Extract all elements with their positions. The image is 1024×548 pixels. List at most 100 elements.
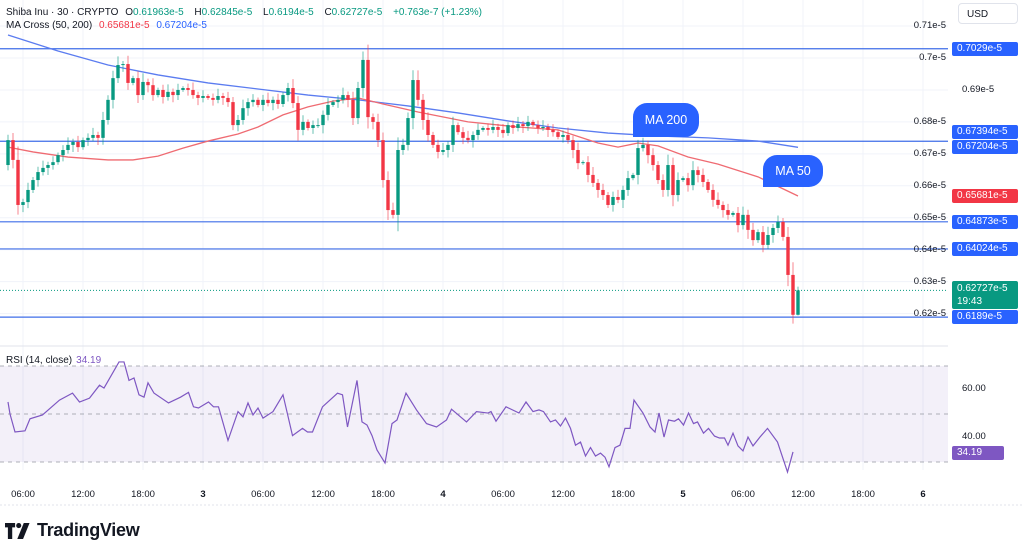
candle xyxy=(286,82,290,102)
candle xyxy=(756,229,760,243)
candle xyxy=(56,152,60,165)
symbol-legend: Shiba Inu · 30 · CRYPTO O0.61963e-5 H0.6… xyxy=(6,7,483,18)
candle-body xyxy=(31,180,35,190)
level-price-badge: 0.7029e-5 xyxy=(952,41,1018,56)
candle-body xyxy=(231,102,235,126)
candle-body xyxy=(551,129,555,133)
candle-body xyxy=(566,134,570,141)
candle-body xyxy=(666,165,670,190)
tradingview-logo[interactable]: TradingView xyxy=(5,520,140,541)
rsi-tick-label: 60.00 xyxy=(962,383,986,394)
candle-body xyxy=(241,108,245,120)
badge-price: 0.64024e-5 xyxy=(957,242,1008,254)
candle xyxy=(246,98,250,116)
candle xyxy=(61,145,65,162)
candle xyxy=(726,203,730,220)
candle-body xyxy=(746,214,750,230)
candle-body xyxy=(466,137,470,141)
candle xyxy=(71,138,75,153)
candle-body xyxy=(456,125,460,133)
candle xyxy=(736,206,740,233)
candle xyxy=(686,172,690,192)
candle-body xyxy=(736,212,740,226)
candle xyxy=(416,70,420,106)
candle xyxy=(36,166,40,187)
candle xyxy=(376,113,380,147)
candle-body xyxy=(416,80,420,100)
candle-body xyxy=(226,97,230,103)
rsi-legend[interactable]: RSI (14, close) 34.19 xyxy=(6,355,101,366)
candle-body xyxy=(606,195,610,205)
candle-body xyxy=(306,121,310,128)
candle-body xyxy=(351,99,355,119)
candle xyxy=(631,172,635,181)
candle-body xyxy=(361,59,365,89)
badge-price: 0.64873e-5 xyxy=(957,215,1008,227)
candle xyxy=(626,170,630,196)
candle-body xyxy=(786,236,790,275)
candle-body xyxy=(446,144,450,151)
candle xyxy=(361,51,365,98)
time-tick-label: 3 xyxy=(200,489,206,500)
price-tick-label: 0.7e-5 xyxy=(919,52,946,63)
candle xyxy=(381,132,385,188)
level-price-badge: 0.6189e-5 xyxy=(952,310,1018,325)
candle-body xyxy=(441,150,445,152)
candle-body xyxy=(611,196,615,205)
candle-body xyxy=(11,140,15,160)
ma-legend[interactable]: MA Cross (50, 200) 0.65681e-5 0.67204e-5 xyxy=(6,20,211,31)
candle xyxy=(481,126,485,132)
bar-countdown: 19:43 xyxy=(957,296,983,308)
candle-body xyxy=(221,96,225,98)
level-price-badge: 0.67394e-5 xyxy=(952,125,1018,140)
candle-body xyxy=(526,121,530,127)
candle xyxy=(476,123,480,140)
badge-price: 0.67204e-5 xyxy=(957,141,1008,153)
candle-body xyxy=(396,150,400,215)
candle xyxy=(256,97,260,108)
candle xyxy=(191,82,195,99)
candle xyxy=(366,44,370,129)
candle xyxy=(781,218,785,241)
candle-body xyxy=(271,99,275,104)
candle xyxy=(131,75,135,86)
candle xyxy=(521,120,525,134)
candle-body xyxy=(506,125,510,134)
candle xyxy=(181,86,185,92)
horizontal-levels[interactable] xyxy=(0,48,948,318)
candle xyxy=(401,138,405,155)
candle xyxy=(271,96,275,111)
candle xyxy=(311,120,315,134)
candle-body xyxy=(731,212,735,215)
candle xyxy=(501,123,505,138)
ma200-annotation: MA 200 xyxy=(633,103,699,137)
candle xyxy=(701,168,705,188)
candle xyxy=(231,97,235,131)
candle-body xyxy=(341,95,345,100)
candle xyxy=(486,123,490,136)
candle xyxy=(296,96,300,141)
candle-body xyxy=(751,229,755,241)
candle xyxy=(536,120,540,134)
candle xyxy=(551,124,555,137)
candle-body xyxy=(336,99,340,103)
time-tick-label: 4 xyxy=(440,489,446,500)
candle-body xyxy=(586,162,590,175)
candle-body xyxy=(646,144,650,156)
candle-body xyxy=(761,232,765,245)
candle xyxy=(666,154,670,197)
candle xyxy=(766,226,770,250)
grid xyxy=(0,0,948,470)
currency-button[interactable]: USD xyxy=(958,3,1018,24)
time-tick-label: 18:00 xyxy=(851,489,875,500)
time-tick-label: 18:00 xyxy=(131,489,155,500)
candle xyxy=(281,92,285,107)
candle-body xyxy=(261,99,265,105)
candle xyxy=(541,120,545,131)
candle xyxy=(146,78,150,93)
candle xyxy=(41,160,45,176)
candle-body xyxy=(201,96,205,98)
candle-body xyxy=(656,165,660,181)
time-tick-label: 12:00 xyxy=(311,489,335,500)
